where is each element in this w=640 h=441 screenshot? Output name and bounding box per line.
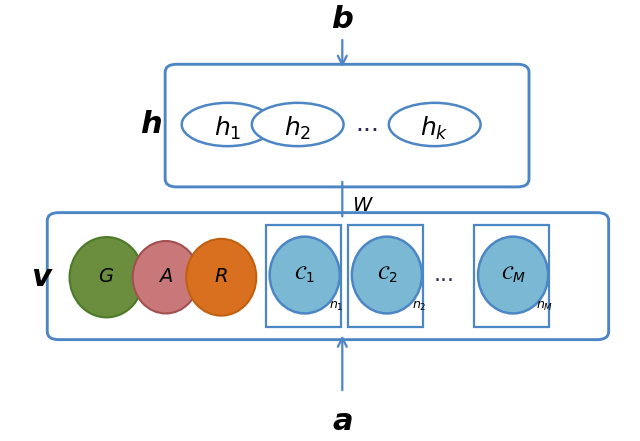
Text: $\mathcal{C}_2$: $\mathcal{C}_2$: [376, 265, 397, 285]
Text: ...: ...: [356, 112, 380, 137]
Text: $\boldsymbol{v}$: $\boldsymbol{v}$: [31, 263, 54, 292]
Text: $\boldsymbol{a}$: $\boldsymbol{a}$: [332, 407, 353, 436]
Ellipse shape: [389, 103, 481, 146]
Ellipse shape: [132, 241, 199, 314]
Text: $R$: $R$: [214, 268, 228, 286]
Text: $h_1$: $h_1$: [214, 114, 241, 142]
Ellipse shape: [182, 103, 273, 146]
Text: $\mathcal{C}_1$: $\mathcal{C}_1$: [294, 265, 315, 285]
Ellipse shape: [269, 237, 340, 314]
Text: $h_k$: $h_k$: [420, 114, 449, 142]
Text: ...: ...: [434, 265, 455, 285]
Text: $n_M$: $n_M$: [536, 300, 554, 313]
Ellipse shape: [478, 237, 548, 314]
Text: $n_2$: $n_2$: [412, 300, 426, 313]
FancyBboxPatch shape: [165, 64, 529, 187]
FancyBboxPatch shape: [47, 213, 609, 340]
Ellipse shape: [186, 239, 256, 316]
Text: $n_1$: $n_1$: [329, 300, 344, 313]
Text: $\boldsymbol{b}$: $\boldsymbol{b}$: [331, 5, 354, 34]
Ellipse shape: [70, 237, 143, 318]
Text: $G$: $G$: [99, 268, 115, 286]
Ellipse shape: [252, 103, 344, 146]
Ellipse shape: [352, 237, 422, 314]
Text: $h_2$: $h_2$: [284, 114, 311, 142]
Text: $\mathcal{C}_M$: $\mathcal{C}_M$: [500, 265, 525, 285]
Text: $\mathit{W}$: $\mathit{W}$: [352, 196, 374, 215]
Text: $A$: $A$: [158, 268, 173, 286]
Text: $\boldsymbol{h}$: $\boldsymbol{h}$: [140, 110, 162, 139]
